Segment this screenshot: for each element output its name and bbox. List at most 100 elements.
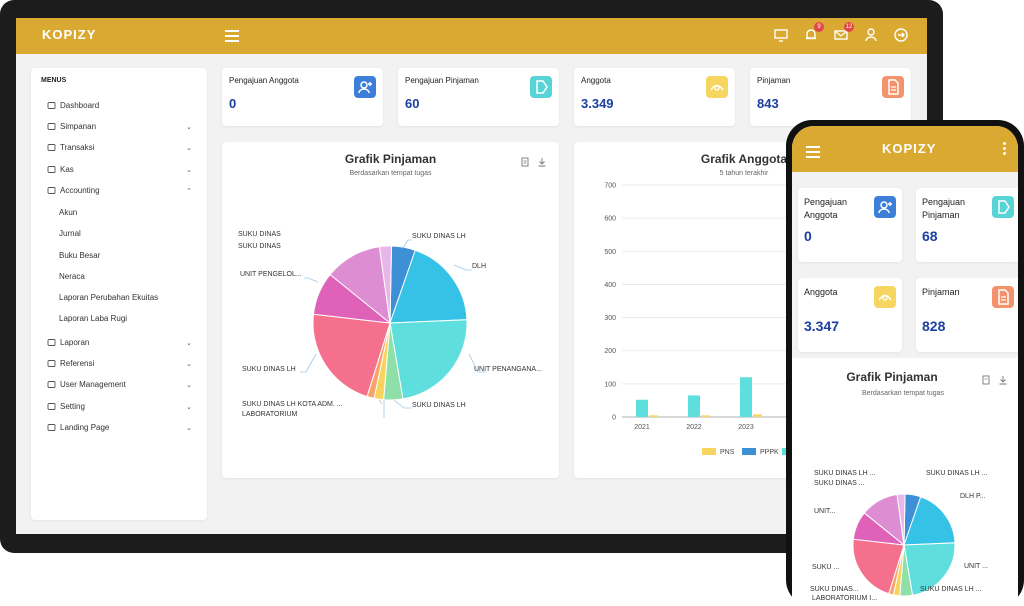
sidebar-item-label: Referensi (60, 359, 95, 368)
stat-card-label: Pengajuan Anggota (229, 76, 299, 85)
sidebar-subitem[interactable]: Laporan Perubahan Ekuitas (59, 293, 159, 302)
stat-card-value: 843 (757, 96, 779, 111)
chevron-down-icon: ⌄ (186, 403, 192, 411)
chevron-down-icon: ⌄ (186, 166, 192, 174)
sidebar: MENUS Dashboard Simpanan ⌄ Transaksi ⌄ Kas ⌄ Ac… (31, 68, 207, 520)
monitor-icon (47, 423, 56, 432)
logout-icon[interactable] (893, 27, 909, 43)
pie-leader-line (468, 353, 486, 373)
stat-card[interactable]: Anggota 3.349 (574, 68, 735, 126)
chevron-down-icon: ⌄ (186, 123, 192, 131)
wrench-icon (47, 402, 56, 411)
pie-label: UNIT PENGELOL... (240, 271, 302, 278)
mail-icon[interactable]: 12 (833, 22, 854, 43)
phone-pie-label: SUKU DINAS LH ... (926, 470, 988, 477)
stat-card-value: 0 (804, 228, 812, 244)
bar-P-2022[interactable] (688, 395, 700, 417)
pie-slice-6[interactable] (312, 313, 391, 398)
brand-logo[interactable]: KOPIZY (42, 27, 96, 42)
sidebar-item-referensi[interactable]: Referensi ⌄ (47, 359, 192, 368)
phone-pie-label: UNIT... (814, 508, 836, 515)
phone-document-icon[interactable] (981, 372, 991, 390)
sidebar-subitem[interactable]: Buku Besar (59, 251, 101, 260)
phone-stat-card[interactable]: Pinjaman 828 (916, 278, 1018, 352)
sidebar-subitem[interactable]: Jurnal (59, 229, 81, 238)
sidebar-item-dashboard[interactable]: Dashboard (47, 101, 192, 110)
pie-leader-line (304, 277, 319, 283)
phone-pie-label: DLH P... (960, 493, 986, 500)
phone-pie-label: SUKU DINAS... (810, 586, 859, 593)
pie-label: SUKU DINAS LH (412, 233, 466, 240)
phone-stat-card[interactable]: Anggota 3.347 (798, 278, 902, 352)
phone-brand-logo[interactable]: KOPIZY (882, 141, 936, 156)
x-tick-label: 2021 (634, 424, 650, 431)
sidebar-item-transaksi[interactable]: Transaksi ⌄ (47, 143, 192, 152)
sidebar-subitem[interactable]: Neraca (59, 272, 85, 281)
bar-P-2023[interactable] (740, 377, 752, 417)
pie-label: SUKU DINAS (238, 231, 281, 238)
monitor-icon[interactable] (773, 27, 789, 43)
sidebar-item-label: Dashboard (60, 101, 100, 110)
pie-chart (300, 239, 486, 418)
hamburger-menu-icon[interactable] (225, 30, 239, 45)
top-navbar: KOPIZY 9 12 (16, 18, 927, 54)
bar-PNS-2022[interactable] (701, 415, 710, 417)
document-icon[interactable] (520, 154, 530, 172)
phone-stat-card[interactable]: Pengajuan Pinjaman 68 (916, 188, 1018, 262)
pie-label: UNIT PENANGANA... (474, 366, 542, 373)
bar-PNS-2021[interactable] (649, 415, 658, 417)
user-icon[interactable] (863, 27, 879, 43)
phone-pie-label: UNIT ... (964, 563, 988, 570)
sidebar-item-accounting[interactable]: Accounting ⌃ (47, 186, 192, 195)
phone-download-icon[interactable] (998, 372, 1008, 390)
sidebar-subitem[interactable]: Laporan Laba Rugi (59, 314, 128, 323)
sidebar-item-kas[interactable]: Kas ⌄ (47, 165, 192, 174)
bell-icon[interactable]: 9 (803, 22, 824, 43)
phone-pie-chart (852, 493, 956, 597)
sidebar-item-user-management[interactable]: User Management ⌄ (47, 380, 192, 389)
phone-pie-slice-2[interactable] (903, 542, 956, 596)
sidebar-item-label: Setting (60, 402, 85, 411)
phone-stat-card[interactable]: Pengajuan Anggota 0 (798, 188, 902, 262)
legend-label[interactable]: PNS (720, 449, 735, 456)
stat-card-value: 828 (922, 318, 946, 334)
download-icon[interactable] (537, 154, 547, 172)
notification-badge: 9 (814, 22, 824, 32)
reference-icon (47, 359, 56, 368)
sidebar-item-laporan[interactable]: Laporan ⌄ (47, 338, 192, 347)
play-tag-icon (530, 76, 552, 98)
stat-card[interactable]: Pengajuan Pinjaman 60 (398, 68, 559, 126)
pie-slice-2[interactable] (389, 319, 468, 400)
stat-card[interactable]: Pinjaman 843 (750, 68, 911, 126)
users-icon (47, 380, 56, 389)
bar-PNS-2023[interactable] (753, 414, 762, 417)
stat-card-label: Pengajuan Anggota (804, 197, 848, 220)
stat-card[interactable]: Pengajuan Anggota 0 (222, 68, 383, 126)
phone-pie-slice-9[interactable] (896, 493, 906, 546)
phone-pie-label: SUKU DINAS ... (814, 480, 865, 487)
home-icon (47, 101, 56, 110)
pie-slice-9[interactable] (378, 245, 393, 324)
legend-swatch[interactable] (702, 448, 716, 455)
sidebar-subitem[interactable]: Akun (59, 208, 78, 217)
phone-hamburger-icon[interactable] (806, 146, 820, 161)
sidebar-item-landing-page[interactable]: Landing Page ⌄ (47, 423, 192, 432)
y-tick-label: 300 (604, 315, 616, 322)
legend-swatch[interactable] (742, 448, 756, 455)
document-icon (882, 76, 904, 98)
y-tick-label: 700 (604, 183, 616, 190)
kebab-menu-icon[interactable] (1003, 142, 1006, 155)
sidebar-item-setting[interactable]: Setting ⌄ (47, 402, 192, 411)
pie-leader-line (393, 399, 412, 409)
bar-P-2021[interactable] (636, 399, 648, 417)
phone-pie-slice-6[interactable] (852, 538, 905, 595)
pie-label: SUKU DINAS LH KOTA ADM. ... (242, 401, 343, 408)
legend-label[interactable]: PPPK (760, 449, 779, 456)
pie-slice-1[interactable] (389, 249, 468, 324)
sidebar-item-simpanan[interactable]: Simpanan ⌄ (47, 122, 192, 131)
phone-pie-slice-1[interactable] (903, 496, 956, 546)
add-user-icon (874, 196, 896, 218)
y-tick-label: 600 (604, 216, 616, 223)
chevron-up-icon: ⌃ (186, 187, 192, 195)
sidebar-item-label: Landing Page (60, 423, 110, 432)
